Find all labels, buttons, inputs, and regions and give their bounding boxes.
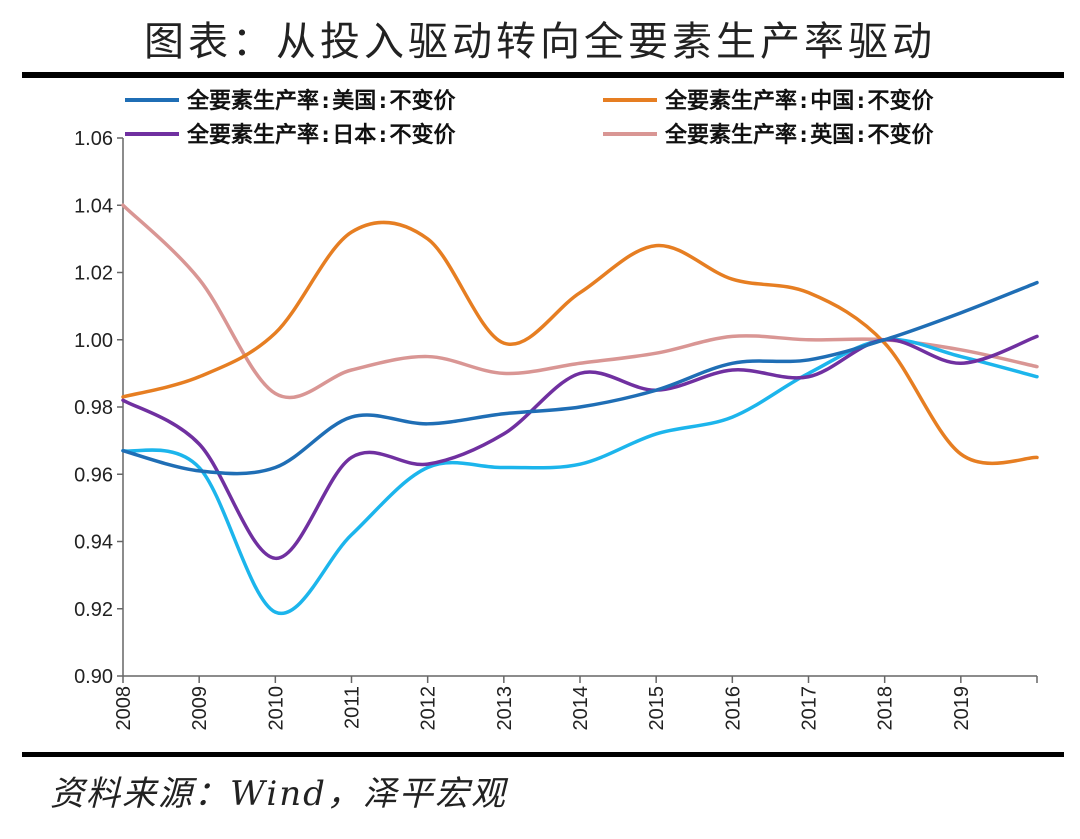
y-tick-label: 0.90	[74, 666, 113, 688]
x-tick-label: 2013	[494, 686, 516, 731]
x-tick-label: 2017	[799, 686, 821, 731]
y-tick-label: 1.00	[74, 330, 113, 352]
y-tick-label: 0.94	[74, 532, 113, 554]
x-tick-label: 2012	[418, 686, 440, 731]
legend-label: 全要素生产率:美国:不变价	[186, 88, 456, 114]
x-tick-label: 2008	[113, 686, 135, 731]
y-tick-label: 0.92	[74, 599, 113, 621]
x-tick-label: 2018	[875, 686, 897, 731]
x-tick-label: 2014	[570, 686, 592, 731]
series-layer	[121, 203, 1039, 616]
source-note: 资料来源：Wind，泽平宏观	[50, 774, 507, 814]
y-tick-label: 1.04	[74, 195, 113, 217]
series-line	[121, 334, 1039, 561]
legend-label: 全要素生产率:中国:不变价	[664, 88, 934, 114]
x-tick-label: 2015	[646, 686, 668, 731]
bottom-rule	[22, 752, 1064, 757]
y-tick-label: 0.96	[74, 464, 113, 486]
x-tick-label: 2010	[265, 686, 287, 731]
x-tick-label: 2011	[342, 686, 364, 729]
chart-axes: 0.90 0.92 0.94 0.96 0.98 1.00 1.02 1.04 1.06 2008…	[74, 128, 1038, 731]
legend-label: 全要素生产率:英国:不变价	[664, 122, 934, 148]
top-rule	[22, 72, 1064, 78]
x-tick-label: 2019	[951, 686, 973, 731]
legend-label: 全要素生产率:日本:不变价	[186, 122, 456, 148]
series-line	[121, 280, 1039, 476]
x-tick-label: 2009	[189, 686, 211, 731]
y-tick-label: 1.06	[74, 128, 113, 150]
x-tick-label: 2016	[722, 686, 744, 731]
y-tick-label: 1.02	[74, 263, 113, 285]
series-line	[121, 203, 1039, 400]
series-line	[121, 220, 1039, 466]
page-title: 图表：从投入驱动转向全要素生产率驱动	[144, 19, 936, 65]
line-chart: 0.90 0.92 0.94 0.96 0.98 1.00 1.02 1.04 1.06 2008…	[74, 88, 1039, 731]
y-tick-label: 0.98	[74, 397, 113, 419]
